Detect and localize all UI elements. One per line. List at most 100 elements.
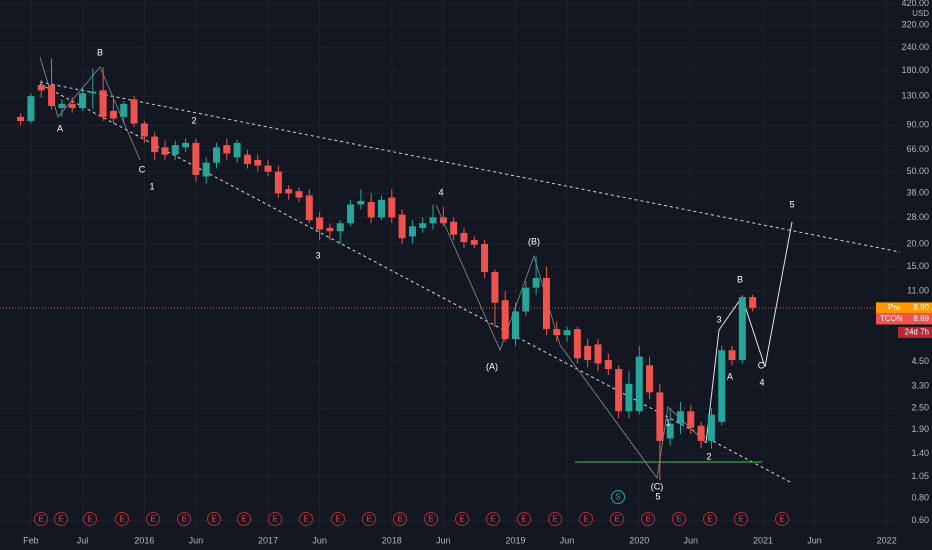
candle-body <box>532 277 540 288</box>
earnings-label: E <box>366 515 371 524</box>
earnings-label: E <box>241 515 246 524</box>
earnings-marker <box>579 512 593 526</box>
candle-body <box>264 165 272 172</box>
candle-body <box>460 232 468 243</box>
wave-label: 2 <box>706 451 711 461</box>
earnings-label: E <box>707 515 712 524</box>
earnings-label: E <box>676 515 681 524</box>
candle-body <box>584 345 592 360</box>
candle-body <box>491 272 499 303</box>
wave-label: 1 <box>149 181 154 191</box>
price-tag-name: Pre <box>888 303 901 312</box>
wave-label: 2 <box>191 115 196 125</box>
x-tick-label: Feb <box>23 535 39 545</box>
y-tick-label: 3.30 <box>911 381 929 391</box>
wave-label: B <box>737 274 743 284</box>
candle-body <box>398 214 406 239</box>
candle-body <box>171 145 179 155</box>
earnings-marker <box>610 512 624 526</box>
price-tag-value: 8.89 <box>913 314 929 323</box>
y-tick-label: 420.00 <box>901 0 929 8</box>
candle-body <box>377 199 385 218</box>
candle-body <box>285 189 293 194</box>
candle-body <box>295 191 303 198</box>
earnings-marker <box>424 512 438 526</box>
wave-label: C <box>139 164 146 174</box>
earnings-marker <box>775 512 789 526</box>
candle-body <box>89 91 97 94</box>
earnings-label: E <box>583 515 588 524</box>
candle-body <box>666 423 674 439</box>
earnings-marker <box>299 512 313 526</box>
price-tag-box <box>876 313 932 325</box>
earnings-marker <box>517 512 531 526</box>
earnings-marker <box>177 512 191 526</box>
y-tick-label: 20.00 <box>906 238 929 248</box>
candle-body <box>419 223 427 228</box>
y-tick-label: 66.00 <box>906 144 929 154</box>
x-tick-label: 2022 <box>877 535 897 545</box>
wave-label: A <box>57 123 63 133</box>
candle-body <box>316 217 324 230</box>
wave-label: 3 <box>315 250 320 260</box>
candle-body <box>707 414 715 441</box>
y-tick-label: 2.50 <box>911 402 929 412</box>
earnings-marker <box>34 512 48 526</box>
x-tick-label: 2017 <box>258 535 278 545</box>
price-tag-value: 8.90 <box>913 303 929 312</box>
earnings-marker <box>703 512 717 526</box>
candle-body <box>254 159 262 166</box>
candle-body <box>161 147 169 155</box>
candle-body <box>470 240 478 245</box>
candle-body <box>615 369 623 412</box>
candle-body <box>140 123 148 137</box>
x-tick-label: Jul <box>77 535 89 545</box>
candle-body <box>728 350 736 360</box>
candle-body <box>501 300 509 339</box>
currency-label: USD <box>912 9 929 18</box>
candle-body <box>223 145 231 154</box>
earnings-marker <box>83 512 97 526</box>
candle-body <box>202 162 210 177</box>
wave-label: 5 <box>655 491 660 501</box>
wave-label: A <box>727 371 733 381</box>
candle-body <box>17 116 25 121</box>
y-tick-label: 320.00 <box>901 20 929 30</box>
candle-body <box>336 223 344 232</box>
wave-path <box>435 204 707 480</box>
earnings-marker <box>672 512 686 526</box>
candle-body <box>522 287 530 312</box>
candle-body <box>450 221 458 235</box>
candle-body <box>563 330 571 336</box>
x-tick-label: Jun <box>684 535 699 545</box>
wave-label: 4 <box>438 187 443 197</box>
candle-body <box>68 103 76 108</box>
wave-label: 4 <box>759 377 764 387</box>
candle-body <box>429 217 437 224</box>
earnings-label: E <box>738 515 743 524</box>
countdown-box <box>898 326 932 338</box>
earnings-marker <box>455 512 469 526</box>
earnings-marker <box>548 512 562 526</box>
candle-body <box>749 297 757 308</box>
candle-body <box>542 277 550 330</box>
candle-body <box>326 227 334 232</box>
candle-body <box>687 411 695 428</box>
earnings-label: E <box>272 515 277 524</box>
earnings-label: E <box>211 515 216 524</box>
split-marker <box>611 490 625 504</box>
earnings-label: E <box>87 515 92 524</box>
candle-body <box>130 99 138 124</box>
x-tick-label: 2018 <box>382 535 402 545</box>
earnings-marker <box>115 512 129 526</box>
candle-body <box>48 84 56 106</box>
x-tick-label: 2016 <box>134 535 154 545</box>
candles <box>0 58 897 481</box>
earnings-label: E <box>397 515 402 524</box>
earnings-label: E <box>181 515 186 524</box>
y-tick-label: 28.00 <box>906 212 929 222</box>
candle-body <box>697 425 705 441</box>
candle-body <box>439 217 447 224</box>
candle-body <box>213 147 221 163</box>
